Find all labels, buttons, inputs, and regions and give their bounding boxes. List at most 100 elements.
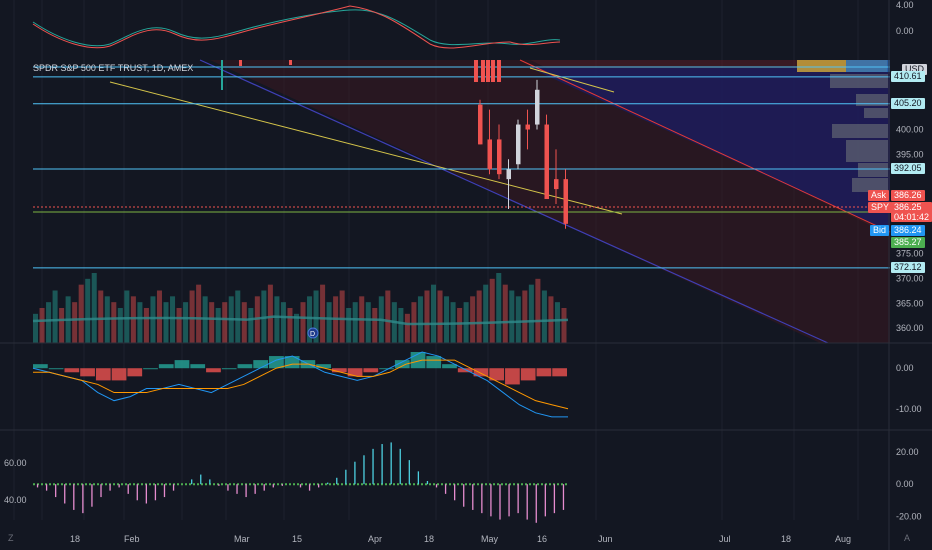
macd-histogram-bar xyxy=(520,368,536,381)
volume-ma-line xyxy=(32,315,569,326)
volume-bar xyxy=(209,302,215,343)
macd-histogram-bar xyxy=(190,364,206,369)
volume-bar xyxy=(515,296,521,343)
volume-bar xyxy=(267,284,273,343)
volume-bar xyxy=(437,290,443,343)
macd-histogram-bar xyxy=(143,368,158,370)
time-tick-label: 15 xyxy=(292,534,302,544)
macd-tick-label: -10.00 xyxy=(896,404,922,414)
symbol-label: SPY xyxy=(868,202,893,213)
volume-bar xyxy=(372,308,378,343)
osc-left-tick-label: 40.00 xyxy=(4,495,27,505)
volume-bar xyxy=(476,290,482,343)
level-tag: 410.61 xyxy=(891,70,925,82)
macd-histogram-bar xyxy=(489,368,505,381)
volume-bar xyxy=(52,290,58,343)
time-tick-label: Jun xyxy=(598,534,613,544)
volume-bar xyxy=(46,302,52,343)
price-axis[interactable]: 400.00 395.00 375.00 370.00 365.00 360.00 0.00… xyxy=(4,125,924,522)
macd-histogram-bar xyxy=(253,360,269,369)
timezone-corner[interactable]: Z xyxy=(8,533,14,543)
ask-price: 386.26 xyxy=(891,190,925,201)
time-axis: 18 Feb Mar 15 Apr 18 May 16 Jun Jul 18 Aug xyxy=(70,534,851,544)
candle-body xyxy=(525,124,530,130)
volume-bar xyxy=(489,278,495,343)
volume-bar xyxy=(398,308,404,343)
candle-body xyxy=(239,60,242,66)
price-tick-label: 400.00 xyxy=(896,125,924,135)
macd-histogram-bar xyxy=(80,368,95,377)
macd-histogram-bar xyxy=(347,368,363,377)
volume-bar xyxy=(137,302,143,343)
volume-bar xyxy=(59,308,65,343)
volume-bar xyxy=(554,302,560,343)
price-tick-label: 370.00 xyxy=(896,273,924,283)
volume-bar xyxy=(248,308,254,343)
channel-lower-fill xyxy=(210,60,890,343)
volume-bar xyxy=(111,302,117,343)
level-tag: 392.05 xyxy=(891,162,925,174)
candle-body xyxy=(478,104,483,145)
volume-bar xyxy=(424,290,430,343)
volume-bar xyxy=(215,308,221,343)
channel-top-line xyxy=(519,59,891,233)
macd-histogram-bar xyxy=(111,368,127,381)
candle-body xyxy=(486,60,490,82)
bid-price: 386.24 xyxy=(891,225,925,236)
volume-bar xyxy=(235,290,241,343)
volume-bar xyxy=(241,302,247,343)
volume-bar xyxy=(91,273,97,343)
volume-bar xyxy=(163,302,169,343)
volume-bar xyxy=(287,308,293,343)
macd-histogram-bar xyxy=(221,368,237,370)
volume-bar xyxy=(365,302,371,343)
candle-body xyxy=(481,60,485,82)
volume-bar xyxy=(561,308,567,343)
macd-histogram-bar xyxy=(426,356,442,369)
osc-tick-label: 0.00 xyxy=(896,479,914,489)
volume-bar xyxy=(300,302,306,343)
volume-bar xyxy=(509,290,515,343)
time-tick-label: 18 xyxy=(70,534,80,544)
macd-histogram-bar xyxy=(206,368,221,373)
horizontal-levels xyxy=(33,66,890,269)
candle-body xyxy=(535,89,540,125)
volume-bar xyxy=(457,308,463,343)
macd-histogram-bar xyxy=(505,368,520,385)
macd-histogram-bar xyxy=(64,368,80,373)
dividend-marker-label: D xyxy=(310,331,315,338)
dividend-marker[interactable] xyxy=(307,327,319,339)
blue-zone-fill xyxy=(530,68,890,232)
volume-bar xyxy=(274,296,280,343)
volume-bar xyxy=(417,296,423,343)
macd-histogram-bar xyxy=(158,364,174,369)
osc-tick-label: 20.00 xyxy=(896,447,919,457)
last-price-value: 386.25 xyxy=(894,202,922,212)
macd-histogram-bar xyxy=(457,368,473,373)
volume-bar xyxy=(72,302,78,343)
top-oscillator-line-green xyxy=(32,9,561,47)
volume-bar xyxy=(307,296,313,343)
volume-bar xyxy=(496,273,502,343)
macd-histogram-bar xyxy=(442,364,457,369)
auto-scale-toggle[interactable]: A xyxy=(904,533,911,543)
macd-histogram-bar xyxy=(536,368,552,377)
macd-histogram-bar xyxy=(174,360,190,369)
candle-body xyxy=(474,60,478,82)
bar-countdown: 04:01:42 xyxy=(894,212,930,222)
currency-badge[interactable]: USD xyxy=(902,64,928,75)
volume-bar xyxy=(156,290,162,343)
volume-bar xyxy=(189,290,195,343)
volume-bar xyxy=(293,313,299,343)
macd-histogram-bar xyxy=(127,368,143,377)
macd-histogram-bar xyxy=(394,360,410,369)
signal-line xyxy=(33,359,569,410)
candle-body xyxy=(554,179,559,190)
symbol-legend: SPDR S&P 500 ETF TRUST, 1D, AMEX xyxy=(33,63,194,73)
volume-bar xyxy=(339,290,345,343)
volume-bar xyxy=(385,290,391,343)
volume-bar xyxy=(176,308,182,343)
price-candles xyxy=(221,60,568,229)
macd-tick-label: 0.00 xyxy=(896,363,914,373)
